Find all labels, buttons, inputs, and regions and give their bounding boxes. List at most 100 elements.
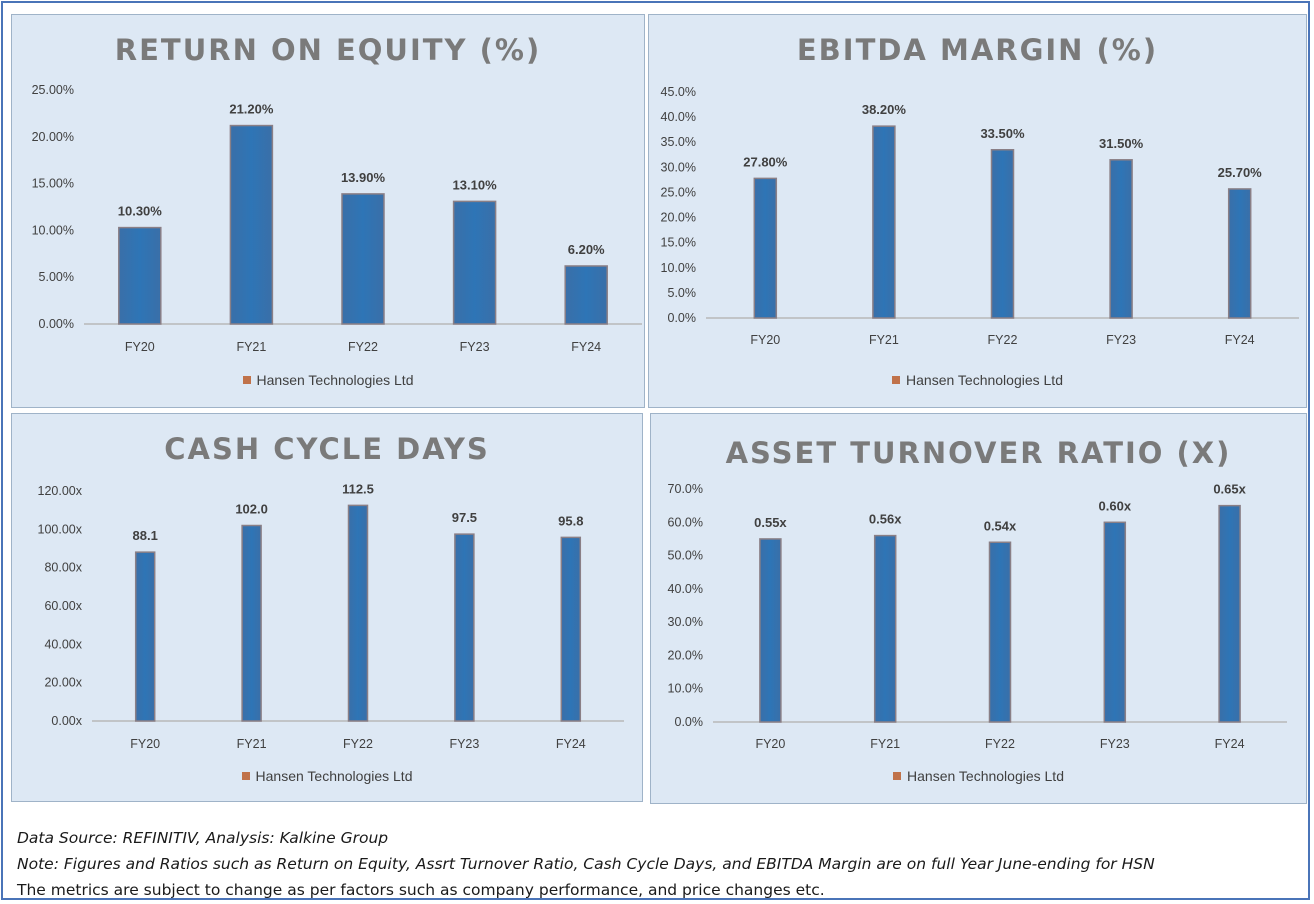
- x-tick-label: FY20: [125, 340, 155, 354]
- legend-label: Hansen Technologies Ltd: [256, 372, 414, 388]
- x-tick-label: FY23: [449, 737, 479, 751]
- legend-swatch: [242, 376, 251, 384]
- footnotes: Data Source: REFINITIV, Analysis: Kalkin…: [17, 825, 1155, 903]
- y-tick-label: 50.0%: [668, 549, 703, 563]
- legend: Hansen Technologies Ltd: [649, 372, 1306, 388]
- y-tick-label: 0.0%: [668, 311, 697, 325]
- y-tick-label: 60.0%: [668, 515, 703, 529]
- y-tick-label: 25.00%: [32, 83, 74, 97]
- data-label: 0.54x: [984, 518, 1017, 533]
- data-label: 21.20%: [229, 102, 274, 117]
- legend: Hansen Technologies Ltd: [12, 372, 644, 388]
- y-tick-label: 40.0%: [668, 582, 703, 596]
- x-tick-label: FY21: [870, 737, 900, 751]
- x-tick-label: FY20: [755, 737, 785, 751]
- x-tick-label: FY22: [348, 340, 378, 354]
- x-tick-label: FY23: [460, 340, 490, 354]
- x-tick-label: FY24: [1225, 333, 1255, 347]
- data-label: 97.5: [452, 510, 477, 525]
- x-tick-label: FY21: [237, 737, 267, 751]
- bar: [1218, 504, 1241, 723]
- data-label: 88.1: [133, 528, 158, 543]
- ebitda-margin-chart: 0.0% 5.0% 10.0% 15.0% 20.0% 25.0% 30.0% 35.0% 40…: [661, 85, 1299, 347]
- data-label: 13.90%: [341, 170, 386, 185]
- bar: [229, 124, 274, 325]
- disclaimer-note: The metrics are subject to change as per…: [17, 881, 825, 899]
- y-tick-label: 10.00%: [32, 223, 74, 237]
- data-label: 31.50%: [1099, 136, 1144, 151]
- data-label: 0.65x: [1213, 482, 1246, 497]
- bar: [1103, 521, 1127, 723]
- y-tick-label: 40.0%: [661, 110, 696, 124]
- legend-label: Hansen Technologies Ltd: [907, 768, 1064, 784]
- bar: [873, 534, 897, 723]
- bar: [753, 177, 778, 319]
- x-tick-label: FY20: [130, 737, 160, 751]
- data-label: 25.70%: [1218, 165, 1263, 180]
- y-tick-label: 80.00x: [44, 561, 82, 575]
- y-tick-label: 10.0%: [661, 261, 696, 275]
- chart-title: ASSET TURNOVER RATIO (X): [725, 436, 1232, 470]
- y-tick-label: 5.0%: [668, 286, 697, 300]
- legend-swatch: [241, 772, 250, 780]
- legend-swatch: [893, 772, 902, 780]
- y-tick-label: 30.0%: [668, 615, 703, 629]
- legend: Hansen Technologies Ltd: [12, 768, 642, 784]
- bar: [118, 226, 162, 325]
- bar: [564, 265, 608, 325]
- y-tick-label: 5.00%: [39, 270, 74, 284]
- y-tick-label: 0.00%: [39, 317, 74, 331]
- y-tick-label: 30.0%: [661, 160, 696, 174]
- y-tick-label: 100.00x: [38, 522, 83, 536]
- y-tick-label: 20.00x: [44, 676, 82, 690]
- y-tick-label: 60.00x: [44, 599, 82, 613]
- bar: [452, 200, 497, 325]
- legend-label: Hansen Technologies Ltd: [906, 372, 1063, 388]
- data-source-note: Data Source: REFINITIV, Analysis: Kalkin…: [17, 829, 389, 847]
- roe-chart: 0.00% 5.00% 10.00% 15.00% 20.00% 25.00% 10.30%…: [32, 83, 642, 354]
- x-tick-label: FY24: [571, 340, 601, 354]
- bar: [341, 193, 385, 325]
- bar: [347, 504, 369, 722]
- y-tick-label: 0.0%: [675, 715, 704, 729]
- cash-cycle-chart-panel: CASH CYCLE DAYS 0.00x 20.00x 40.00x 60.00x 8…: [11, 413, 643, 802]
- bar: [241, 524, 262, 722]
- x-tick-label: FY22: [988, 333, 1018, 347]
- y-tick-label: 0.00x: [51, 714, 82, 728]
- x-tick-label: FY21: [236, 340, 266, 354]
- data-label: 38.20%: [862, 102, 907, 117]
- asset-turnover-chart: 0.0% 10.0% 20.0% 30.0% 40.0% 50.0% 60.0% 70.0% 0…: [668, 482, 1287, 751]
- bar: [1109, 159, 1133, 319]
- legend-label: Hansen Technologies Ltd: [255, 768, 413, 784]
- chart-title: RETURN ON EQUITY (%): [114, 33, 542, 67]
- data-label: 112.5: [342, 481, 374, 496]
- x-tick-label: FY23: [1106, 333, 1136, 347]
- bar: [988, 541, 1012, 723]
- legend-swatch: [892, 376, 901, 384]
- chart-title: EBITDA MARGIN (%): [796, 33, 1159, 67]
- y-tick-label: 120.00x: [38, 484, 83, 498]
- x-tick-label: FY22: [343, 737, 373, 751]
- y-tick-label: 20.0%: [661, 211, 696, 225]
- legend: Hansen Technologies Ltd: [651, 768, 1306, 784]
- ebitda-margin-chart-panel: EBITDA MARGIN (%) 0.0% 5.0% 10.0% 15.0% 20.0…: [648, 14, 1307, 408]
- roe-chart-panel: RETURN ON EQUITY (%) 0.00% 5.00% 10.00% 15.…: [11, 14, 645, 408]
- y-tick-label: 15.0%: [661, 236, 696, 250]
- data-label: 13.10%: [453, 177, 498, 192]
- data-label: 6.20%: [568, 242, 605, 257]
- y-tick-label: 45.0%: [661, 85, 696, 99]
- bar: [560, 536, 582, 722]
- data-label: 0.56x: [869, 512, 902, 527]
- y-tick-label: 40.00x: [44, 637, 82, 651]
- cash-cycle-chart: 0.00x 20.00x 40.00x 60.00x 80.00x 100.00x 120.…: [38, 481, 624, 751]
- bar: [990, 149, 1015, 319]
- data-label: 95.8: [558, 513, 583, 528]
- x-tick-label: FY22: [985, 737, 1015, 751]
- x-tick-label: FY24: [1215, 737, 1245, 751]
- data-label: 10.30%: [118, 204, 163, 219]
- bar: [134, 551, 156, 722]
- x-tick-label: FY21: [869, 333, 899, 347]
- data-label: 0.60x: [1099, 498, 1132, 513]
- y-tick-label: 35.0%: [661, 135, 696, 149]
